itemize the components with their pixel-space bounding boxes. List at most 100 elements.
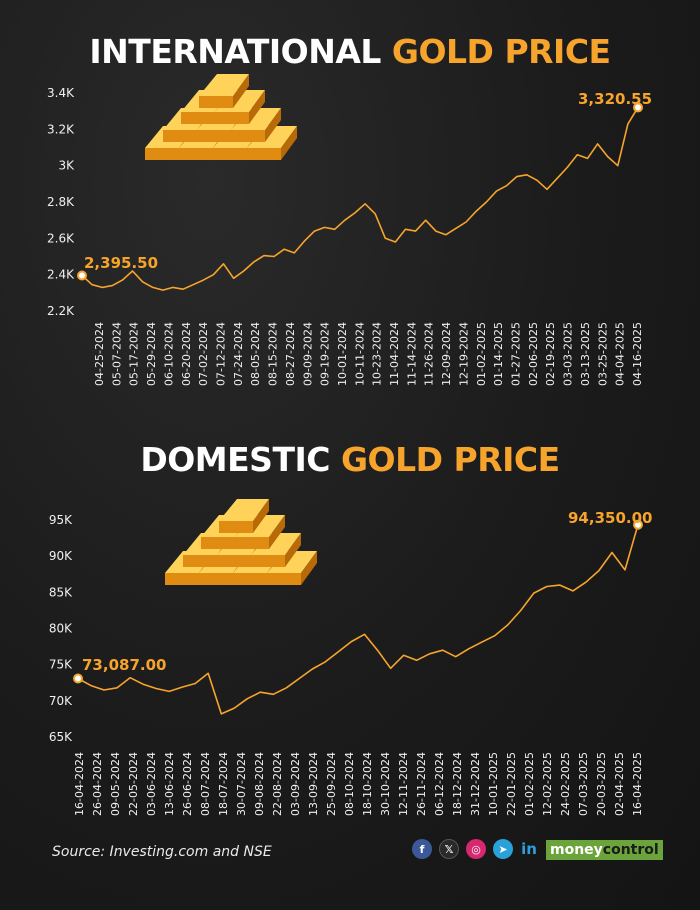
y-tick-label: 3K [58,159,75,173]
x-tick-label: 07-03-2025 [577,752,590,816]
y-tick-label: 70K [49,694,73,708]
x-tick-label: 13-06-2024 [163,752,176,816]
linkedin-icon[interactable]: in [521,840,537,858]
start-value-label: 73,087.00 [82,656,166,674]
x-tick-label: 05-07-2024 [110,322,123,386]
gold-bars-illustration [145,74,297,160]
x-tick-label: 03-03-2025 [562,322,575,386]
price-series-line [81,106,639,291]
x-tick-label: 13-09-2024 [307,752,320,816]
x-tick-label: 09-19-2024 [319,322,332,386]
domestic-gold-chart: 65K 70K 75K 80K 85K 90K 95K 16-04-2024 26-04-202… [49,499,652,816]
x-tick-label: 09-05-2024 [109,752,122,816]
end-point [633,519,643,530]
y-tick-label: 90K [49,549,73,563]
x-tick-label: 05-29-2024 [145,322,158,386]
x-tick-label: 02-04-2025 [613,752,626,816]
domestic-gold-price-title: DOMESTIC GOLD PRICE [0,440,700,479]
title-white-part: DOMESTIC [140,440,330,479]
facebook-icon[interactable]: f [412,839,432,859]
y-tick-label: 65K [49,730,73,744]
x-tick-label: 01-14-2025 [492,322,505,386]
x-tick-label: 11-14-2024 [405,322,418,386]
x-tick-label: 08-07-2024 [199,752,212,816]
x-tick-label: 12-11-2024 [397,752,410,816]
x-tick-label: 04-04-2025 [614,322,627,386]
international-gold-price-title: INTERNATIONAL GOLD PRICE [0,32,700,71]
source-note: Source: Investing.com and NSE [52,844,272,860]
x-tick-label: 03-13-2025 [579,322,592,386]
x-tick-label: 04-25-2024 [93,322,106,386]
x-tick-label: 06-12-2024 [433,752,446,816]
y-tick-label: 2.2K [47,304,75,318]
x-tick-label: 18-07-2024 [217,752,230,816]
x-tick-label: 05-17-2024 [128,322,141,386]
x-tick-label: 18-10-2024 [361,752,374,816]
x-tick-label: 11-04-2024 [388,322,401,386]
x-tick-label: 12-09-2024 [440,322,453,386]
x-tick-label: 08-27-2024 [284,322,297,386]
x-tick-label: 01-02-2025 [523,752,536,816]
x-tick-label: 10-01-2025 [487,752,500,816]
end-point [633,102,643,113]
x-tick-label: 31-12-2024 [469,752,482,816]
x-tick-label: 06-20-2024 [180,322,193,386]
x-icon[interactable]: 𝕏 [439,839,459,859]
instagram-icon[interactable]: ◎ [466,839,486,859]
y-tick-label: 2.8K [47,195,75,209]
x-tick-label: 12-02-2025 [541,752,554,816]
x-tick-label: 16-04-2024 [73,752,86,816]
title-gold-part: GOLD PRICE [340,440,560,479]
y-tick-label: 3.2K [47,122,75,136]
x-tick-label: 20-03-2025 [595,752,608,816]
x-tick-label: 22-01-2025 [505,752,518,816]
y-tick-label: 75K [49,658,73,672]
y-tick-label: 2.4K [47,268,75,282]
x-tick-label: 03-25-2025 [596,322,609,386]
x-tick-label: 12-19-2024 [457,322,470,386]
x-tick-label: 08-10-2024 [343,752,356,816]
start-value-label: 2,395.50 [84,254,158,272]
moneycontrol-logo: moneycontrol [546,840,663,860]
social-icons: f 𝕏 ◎ ➤ in [412,839,545,859]
x-tick-label: 25-09-2024 [325,752,338,816]
x-tick-label: 03-06-2024 [145,752,158,816]
x-tick-label: 10-01-2024 [336,322,349,386]
x-tick-label: 03-09-2024 [289,752,302,816]
y-tick-label: 3.4K [47,86,75,100]
x-tick-label: 07-02-2024 [197,322,210,386]
title-white-part: INTERNATIONAL [89,32,381,71]
x-tick-label: 02-06-2025 [527,322,540,386]
y-tick-label: 85K [49,585,73,599]
telegram-icon[interactable]: ➤ [493,839,513,859]
y-tick-label: 80K [49,622,73,636]
x-tick-label: 16-04-2025 [631,752,644,816]
x-tick-label: 08-15-2024 [267,322,280,386]
x-tick-label: 09-09-2024 [301,322,314,386]
start-point [73,673,83,684]
title-gold-part: GOLD PRICE [391,32,611,71]
x-tick-label: 02-19-2025 [544,322,557,386]
end-value-label: 3,320.55 [578,90,652,108]
x-tick-label: 06-10-2024 [162,322,175,386]
x-tick-label: 30-07-2024 [235,752,248,816]
price-series-line [77,524,639,715]
x-tick-label: 04-16-2025 [631,322,644,386]
x-tick-label: 07-24-2024 [232,322,245,386]
gold-bars-illustration [165,499,317,585]
x-tick-label: 08-05-2024 [249,322,262,386]
end-value-label: 94,350.00 [568,509,652,527]
start-point [77,270,87,281]
x-tick-label: 10-11-2024 [353,322,366,386]
x-tick-label: 24-02-2025 [559,752,572,816]
x-tick-label: 09-08-2024 [253,752,266,816]
x-tick-label: 10-23-2024 [371,322,384,386]
y-tick-label: 95K [49,513,73,527]
x-tick-label: 01-27-2025 [510,322,523,386]
x-tick-label: 22-08-2024 [271,752,284,816]
x-tick-label: 07-12-2024 [214,322,227,386]
x-tick-label: 18-12-2024 [451,752,464,816]
x-tick-label: 26-04-2024 [91,752,104,816]
x-tick-label: 26-11-2024 [415,752,428,816]
y-tick-label: 2.6K [47,231,75,245]
